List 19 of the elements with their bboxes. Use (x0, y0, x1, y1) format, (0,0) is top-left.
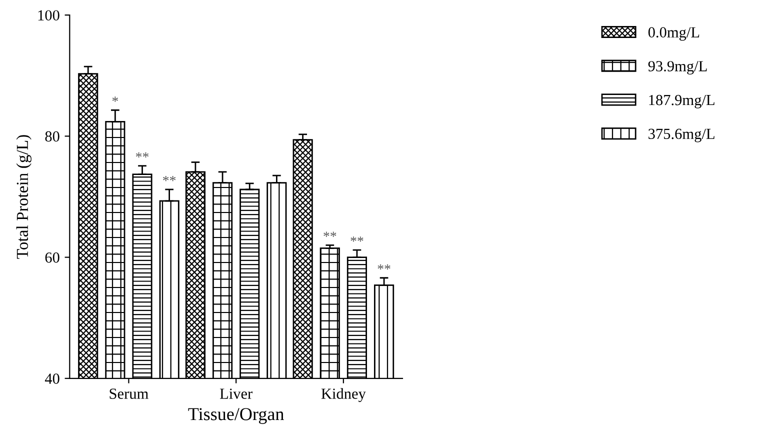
y-tick-label: 60 (45, 252, 60, 263)
y-tick-label: 100 (38, 10, 60, 20)
x-axis-title: Tissue/Organ (188, 408, 284, 424)
legend-label: 0.0mg/L (648, 27, 700, 41)
x-tick-label: Serum (110, 388, 148, 399)
annotation: ** (378, 264, 390, 270)
y-tick-label: 40 (44, 374, 60, 384)
y-axis-title: Total Protein (g/L) (16, 135, 32, 259)
legend-label: 93.9mg/L (648, 61, 707, 74)
legend-label: 187.9mg/L (649, 94, 714, 108)
x-tick-label: Kidney (321, 388, 366, 402)
legend-label: 375.6mg/L (648, 128, 714, 142)
annotation: ** (163, 176, 176, 182)
annotation: ** (324, 232, 336, 237)
annotation: * (112, 96, 118, 102)
annotation: ** (136, 152, 149, 158)
y-tick-label: 80 (45, 131, 60, 142)
annotation: ** (350, 236, 364, 242)
x-tick-label: Liver (220, 388, 252, 399)
